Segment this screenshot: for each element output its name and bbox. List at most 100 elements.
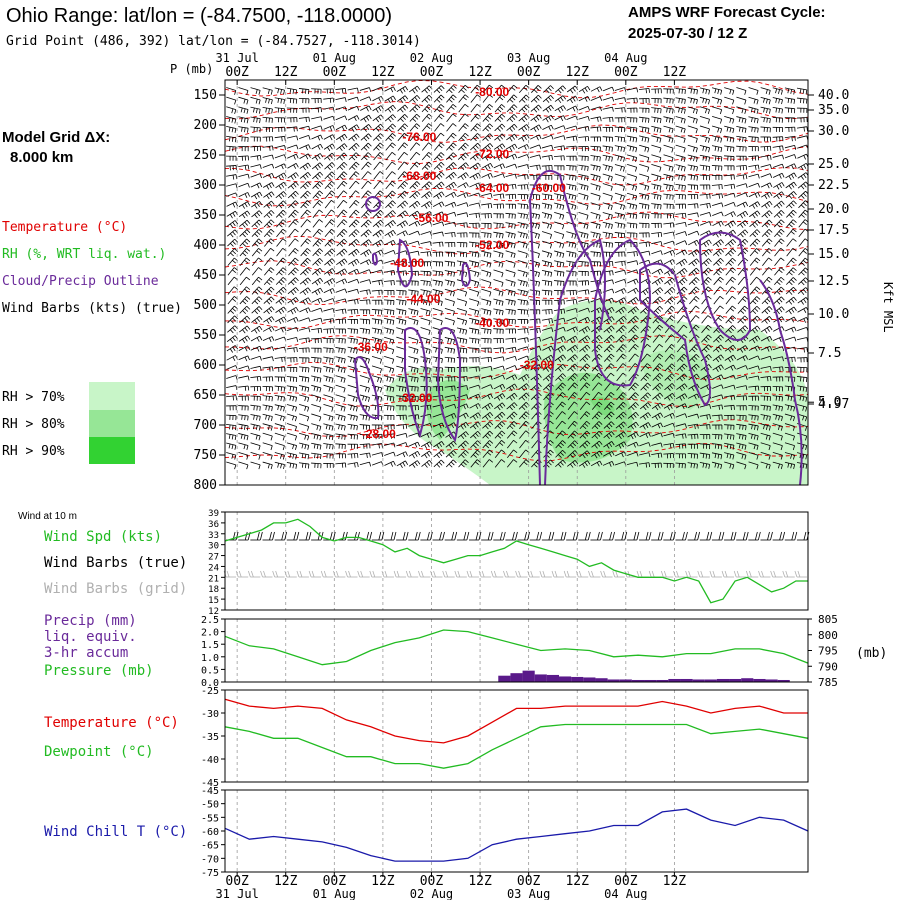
wind-barb-feather [259,118,261,124]
wind-barb-feather [290,300,294,305]
wind-barb [530,114,542,123]
wind-barb-feather [375,233,380,238]
wind-barb-shaft [736,125,747,129]
wind-barb-feather [402,116,406,120]
wind-barb-shaft [675,88,686,90]
wind-barb [699,164,711,172]
wind-barb-feather [571,194,574,200]
wind-barb-feather [745,192,748,198]
wind-barb-feather [534,233,538,238]
wind-barb [444,251,456,257]
wind-barb [446,123,457,132]
wind-barb [457,192,469,199]
wind-barb [238,210,251,219]
wind-barb [238,87,249,95]
wind-barb-feather [486,271,489,277]
wind-barb-shaft [602,86,613,92]
wind-barb-feather [475,87,479,91]
wind-barb [434,123,445,132]
wind-barb-shaft [359,279,370,283]
wind-barb-shaft [566,85,576,93]
wind-barb-shaft [372,209,381,218]
wind-barb-feather [756,118,759,124]
wind-barb-feather [753,99,756,104]
wind-barb-feather [779,146,781,151]
wind-barb-feather [452,123,457,127]
wind-barb [687,203,699,209]
wind-barb-feather [802,259,807,264]
wind-barb-shaft [397,123,405,132]
wind-barb-shaft [798,248,806,257]
wind-barb-feather [387,204,392,209]
wind-barb-feather [647,138,650,143]
wind-barb [530,134,542,141]
wind-barb [408,250,420,256]
wind-barb [299,181,311,190]
wind-barb-feather [692,108,695,114]
wind-barb-feather [296,144,299,150]
wind-barb-shaft [786,267,794,276]
wind-barb-feather [459,271,462,276]
wind-barb-feather [353,126,357,131]
wind-barb-feather [523,116,528,121]
wind-barb-feather [305,89,307,94]
wind-barb-feather [754,231,759,236]
wind-barb-feather [788,281,793,286]
wind-barb [639,116,650,123]
wind-barb [432,279,443,287]
wind-barb [566,145,577,151]
wind-barb-feather [292,250,297,254]
wind-barb-shaft [542,124,552,130]
wind-barb [493,213,504,219]
wind-barb-feather [742,203,746,208]
wind-barb-shaft [651,144,662,149]
wind-barb-shaft [736,164,747,167]
wind-barb-feather [714,146,717,151]
wind-barb-feather [657,108,659,113]
wind-barb-feather [390,212,394,217]
wind-barb-feather [392,190,396,195]
wind-barb-feather [460,147,465,151]
wind-barb-shaft [456,251,467,254]
wind-barb-feather [331,268,336,273]
wind-barb [602,106,614,112]
wind-barb [456,232,468,238]
wind-barb-feather [234,118,237,124]
wind-barb-feather [441,281,443,287]
wind-barb-feather [720,156,723,162]
wind-barb-shaft [348,229,357,237]
wind-barb-feather [732,128,735,134]
wind-barb [396,95,409,104]
wind-barb-feather [366,260,369,266]
wind-barb [518,124,530,132]
wind-barb-shaft [312,258,320,266]
wind-barb-feather [683,118,686,124]
wind-barb [311,162,324,171]
wind-barb [324,199,336,209]
wind-barb-shaft [517,259,528,264]
wind-barb-feather [766,250,771,254]
wind-barb [361,161,372,170]
wind-barb-feather [268,108,270,114]
wind-barb [773,210,785,219]
wind-barb [651,125,662,134]
wind-barb-feather [672,268,676,273]
wind-barb [373,142,384,151]
wind-barb-feather [769,118,771,124]
wind-barb-shaft [748,126,759,129]
wind-barb [384,229,396,238]
wind-barb [711,145,723,153]
wind-barb-feather [584,166,586,171]
wind-barb-feather [280,269,285,274]
wind-barb-feather [375,214,380,218]
wind-barb [796,97,808,104]
wind-barb-feather [684,176,686,181]
wind-barb-feather [329,279,333,285]
wind-barb-feather [390,135,394,139]
wind-barb-feather [669,185,671,190]
wind-barb-feather [256,240,261,245]
wind-barb-feather [448,175,453,180]
wind-barb-feather [317,154,321,160]
wind-barb-feather [657,308,662,312]
wind-barb [797,172,808,180]
